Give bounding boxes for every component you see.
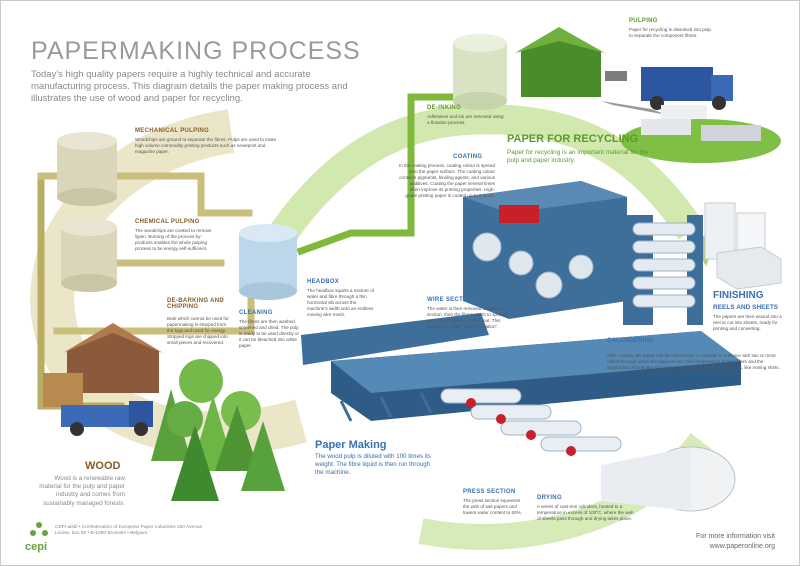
log-truck [61,401,153,436]
wood-text: Wood is a renewable raw material for the… [39,475,125,507]
cepi-address: CEPI aisbl • Confederation of European P… [55,525,203,536]
finishing-label: FINISHING [713,290,764,301]
mechanical-pulping-label: MECHANICAL PULPING [135,128,209,134]
tank-deinking [453,34,507,110]
chemical-pulping-label: CHEMICAL PULPING [135,219,200,225]
pulping-house [515,27,667,115]
paper-making-text: The wood pulp is diluted with 100 times … [315,453,431,476]
wood-label: WOOD [85,460,121,472]
tank-mechanical [57,132,117,206]
finishing-text: The papers are then wound into a reel or… [713,314,782,331]
wire-section-text: The water is then removed on this wire s… [427,306,507,329]
cepi-logo: cepi [25,541,48,553]
de-inking-label: DE-INKING [427,105,462,111]
debarking-label: DE-BARKING AND CHIPPING [167,298,224,310]
cleaning-label: CLEANING [239,310,273,316]
cleaning-text: The fibres are then washed, screened and… [239,319,300,348]
calender-stack [623,215,703,325]
more-info-link[interactable]: www.paperonline.org [709,542,775,550]
headbox-text: The headbox squirts a mixture of water a… [307,288,374,317]
debarking-text: Bark which cannot be used for papermakin… [167,316,229,345]
coating-machine [463,181,627,319]
page-title: PAPERMAKING PROCESS [31,37,361,65]
more-info-line1: For more information visit [696,533,775,540]
saw-mill-house [43,323,163,407]
chemical-pulping-text: The woodchips are cooked to remove ligni… [135,228,212,251]
recycling-truck [641,67,733,110]
coating-text: In the coating process, coating colour i… [399,163,496,198]
forest [151,359,285,501]
mechanical-pulping-text: Woodchips are ground to separate the fib… [135,137,277,154]
press-section-text: The press section squeezes the web of we… [463,498,522,515]
drying-label: DRYING [537,495,562,501]
calendering-label: CALENDERING [607,338,655,344]
more-info: For more information visit www.paperonli… [649,532,775,551]
press-section-label: PRESS SECTION [463,489,516,495]
wire-section-label: WIRE SECTION [427,297,475,303]
paper-making-label: Paper Making [315,439,387,451]
coating-label: COATING [453,154,483,160]
paper-machine [301,313,741,512]
drying-text: A series of cast-iron cylinders, heated … [537,504,634,521]
pulping-text: Paper for recycling is dissolved into pu… [629,27,711,38]
paper-for-recycling-label: PAPER FOR RECYCLING [507,133,639,145]
cepi-logo-mark [30,522,48,536]
intro-text: Today's high quality papers require a hi… [31,69,348,104]
tank-chemical [61,218,117,292]
de-inking-text: Adhesives and ink are removed using a fl… [427,114,504,125]
cycle-arrow-green [258,104,704,260]
paper-bundles [621,105,781,163]
reels-sheets-label: REELS AND SHEETS [713,304,779,311]
tank-cleaning [239,224,297,300]
paper-for-recycling-text: Paper for recycling is an important mate… [507,149,649,164]
reels-and-sheets [704,202,782,290]
headbox-label: HEADBOX [307,279,340,285]
pulping-label: PULPING [629,18,658,24]
calendering-text: After coating, the paper can be calender… [607,353,780,370]
